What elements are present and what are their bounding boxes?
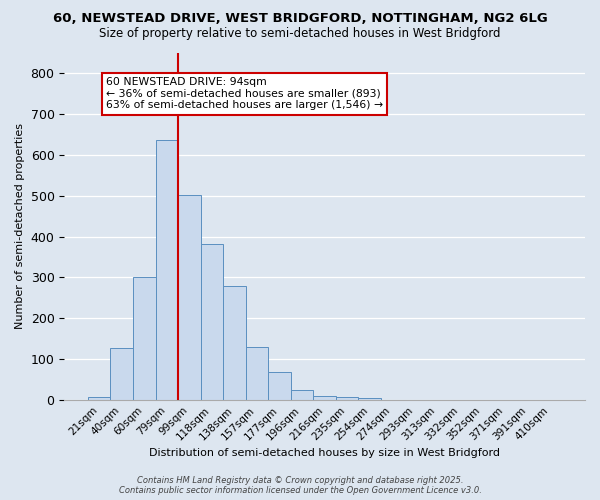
X-axis label: Distribution of semi-detached houses by size in West Bridgford: Distribution of semi-detached houses by … [149, 448, 500, 458]
Bar [155, 140, 178, 400]
Bar [291, 390, 313, 400]
Bar [200, 244, 223, 400]
Bar [358, 398, 381, 400]
Bar [178, 195, 200, 400]
Text: Size of property relative to semi-detached houses in West Bridgford: Size of property relative to semi-detach… [99, 28, 501, 40]
Bar [110, 348, 133, 400]
Text: 60, NEWSTEAD DRIVE, WEST BRIDGFORD, NOTTINGHAM, NG2 6LG: 60, NEWSTEAD DRIVE, WEST BRIDGFORD, NOTT… [53, 12, 547, 26]
Bar [133, 276, 155, 400]
Bar [223, 286, 246, 400]
Y-axis label: Number of semi-detached properties: Number of semi-detached properties [15, 124, 25, 330]
Bar [88, 397, 110, 400]
Bar [268, 372, 291, 400]
Bar [313, 396, 336, 400]
Text: Contains HM Land Registry data © Crown copyright and database right 2025.
Contai: Contains HM Land Registry data © Crown c… [119, 476, 481, 495]
Bar [246, 347, 268, 400]
Bar [336, 398, 358, 400]
Text: 60 NEWSTEAD DRIVE: 94sqm
← 36% of semi-detached houses are smaller (893)
63% of : 60 NEWSTEAD DRIVE: 94sqm ← 36% of semi-d… [106, 77, 383, 110]
